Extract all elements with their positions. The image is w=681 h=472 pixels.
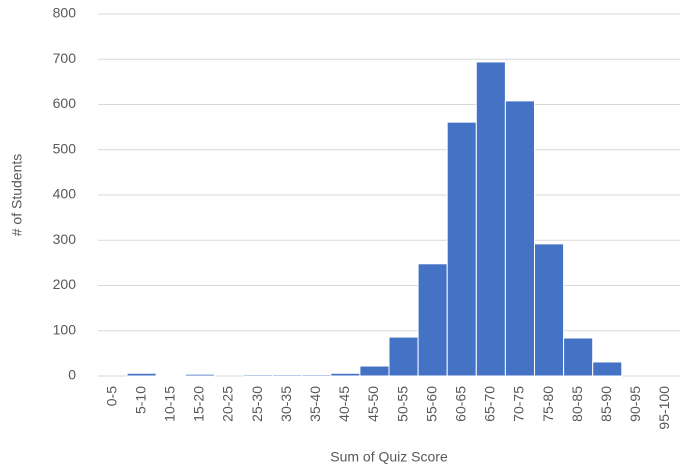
y-tick-label: 200 bbox=[53, 276, 77, 292]
bar bbox=[504, 100, 535, 377]
bar bbox=[301, 374, 332, 377]
y-axis-title: # of Students bbox=[9, 154, 25, 237]
bar bbox=[417, 263, 448, 377]
x-tick-label: 45-50 bbox=[365, 386, 381, 422]
bar bbox=[272, 374, 303, 377]
x-tick-label: 90-95 bbox=[627, 386, 643, 422]
x-tick-label: 75-80 bbox=[540, 386, 556, 422]
bar bbox=[243, 374, 274, 377]
bar bbox=[563, 337, 594, 377]
x-tick-label: 30-35 bbox=[278, 386, 294, 422]
bar bbox=[534, 243, 565, 377]
y-tick-label: 600 bbox=[53, 95, 77, 111]
y-tick-label: 100 bbox=[53, 321, 77, 337]
bar bbox=[592, 361, 623, 377]
x-tick-label: 40-45 bbox=[336, 386, 352, 422]
bar bbox=[184, 373, 215, 377]
x-tick-label: 10-15 bbox=[161, 386, 177, 422]
x-tick-label: 50-55 bbox=[394, 386, 410, 422]
x-tick-label: 80-85 bbox=[569, 386, 585, 422]
bar bbox=[126, 372, 157, 377]
y-tick-label: 0 bbox=[68, 367, 76, 383]
x-tick-label: 60-65 bbox=[452, 386, 468, 422]
x-tick-label: 65-70 bbox=[482, 386, 498, 422]
bar bbox=[359, 365, 390, 377]
x-tick-label: 95-100 bbox=[656, 386, 672, 430]
x-tick-label: 0-5 bbox=[103, 386, 119, 406]
bar bbox=[475, 61, 506, 377]
y-tick-label: 700 bbox=[53, 50, 77, 66]
x-tick-label: 85-90 bbox=[598, 386, 614, 422]
x-tick-label: 25-30 bbox=[249, 386, 265, 422]
bar bbox=[330, 372, 361, 377]
x-tick-label: 55-60 bbox=[423, 386, 439, 422]
x-tick-label: 35-40 bbox=[307, 386, 323, 422]
x-tick-label: 20-25 bbox=[220, 386, 236, 422]
x-tick-label: 70-75 bbox=[511, 386, 527, 422]
y-tick-label: 500 bbox=[53, 140, 77, 156]
y-tick-label: 300 bbox=[53, 231, 77, 247]
y-tick-label: 400 bbox=[53, 186, 77, 202]
x-tick-label: 5-10 bbox=[132, 386, 148, 414]
x-tick-label: 15-20 bbox=[191, 386, 207, 422]
bar bbox=[388, 336, 419, 377]
x-axis-title: Sum of Quiz Score bbox=[330, 449, 448, 465]
bar bbox=[446, 121, 477, 377]
y-tick-label: 800 bbox=[53, 5, 77, 21]
